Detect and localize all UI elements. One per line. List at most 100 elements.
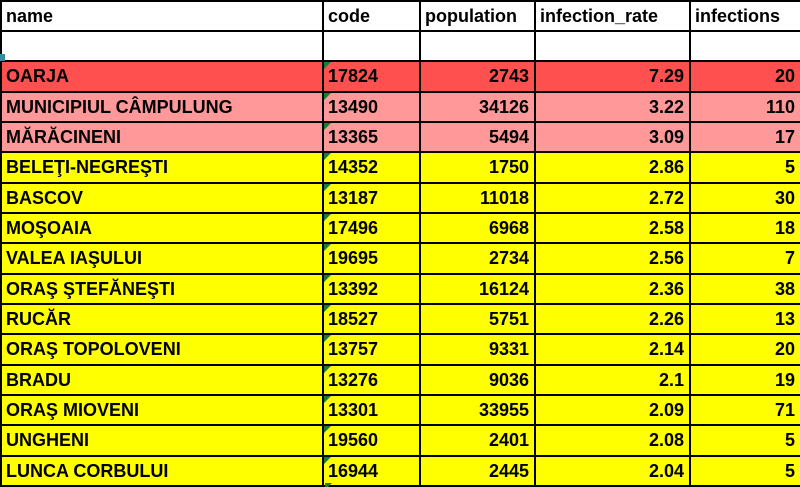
cell-population-text: 5751 <box>488 309 529 330</box>
cell-code[interactable]: 16944 <box>322 454 421 487</box>
cell-code[interactable]: 17496 <box>322 211 421 245</box>
cell-code[interactable]: 13365 <box>322 120 421 154</box>
cell-infection-rate[interactable]: 2.56 <box>534 242 691 275</box>
cell-name-text: OARJA <box>6 66 70 87</box>
cell-infections[interactable]: 5 <box>689 454 800 487</box>
cell-infection-rate[interactable]: 2.14 <box>534 333 691 366</box>
cell-infection-rate[interactable] <box>534 29 691 63</box>
table-row: BRADU 13276 9036 2.1 19 <box>0 363 800 396</box>
cell-infections[interactable] <box>689 29 800 63</box>
cell-name[interactable]: ORAŞ MIOVENI <box>0 393 324 427</box>
cell-name[interactable]: ORAŞ TOPOLOVENI <box>0 333 324 366</box>
cell-infection-rate[interactable]: 2.09 <box>534 393 691 427</box>
cell-infections-text: 38 <box>774 278 795 299</box>
cell-population[interactable]: 6968 <box>419 211 536 245</box>
cell-name[interactable]: MUNICIPIUL CÂMPULUNG <box>0 90 324 123</box>
table-row: MOŞOAIA 17496 6968 2.58 18 <box>0 211 800 245</box>
cell-infection-rate[interactable]: 2.26 <box>534 302 691 336</box>
cell-infections-text: 19 <box>774 369 795 390</box>
cell-code[interactable]: 14352 <box>322 151 421 184</box>
cell-infections[interactable]: 19 <box>689 363 800 396</box>
cell-infections[interactable]: 20 <box>689 60 800 93</box>
cell-infection-rate[interactable]: 2.72 <box>534 181 691 214</box>
fill-handle[interactable] <box>0 54 5 61</box>
cell-infection-rate[interactable]: 2.86 <box>534 151 691 184</box>
cell-infections[interactable]: 7 <box>689 242 800 275</box>
cell-code[interactable]: 13187 <box>322 181 421 214</box>
cell-population[interactable]: 34126 <box>419 90 536 123</box>
cell-population[interactable]: 2445 <box>419 454 536 487</box>
cell-population[interactable]: 5494 <box>419 120 536 154</box>
cell-code[interactable]: 13301 <box>322 393 421 427</box>
cell-name[interactable] <box>0 29 324 63</box>
cell-name[interactable]: BELEŢI-NEGREŞTI <box>0 151 324 184</box>
cell-name[interactable]: RUCĂR <box>0 302 324 336</box>
cell-infections[interactable]: 20 <box>689 333 800 366</box>
cell-code-text: 17496 <box>328 218 379 239</box>
cell-infection-rate[interactable]: 2.58 <box>534 211 691 245</box>
cell-code[interactable]: 19560 <box>322 424 421 457</box>
cell-infections[interactable]: 18 <box>689 211 800 245</box>
cell-infection-rate-text: 2.26 <box>648 309 684 330</box>
column-header-code[interactable]: code <box>322 0 421 32</box>
cell-population-text: 2743 <box>488 66 529 87</box>
table-row: OARJA 17824 2743 7.29 20 <box>0 60 800 93</box>
cell-name[interactable]: MOŞOAIA <box>0 211 324 245</box>
cell-name[interactable]: MĂRĂCINENI <box>0 120 324 154</box>
cell-name[interactable]: VALEA IAŞULUI <box>0 242 324 275</box>
cell-name[interactable]: OARJA <box>0 60 324 93</box>
cell-population[interactable]: 2734 <box>419 242 536 275</box>
cell-population[interactable]: 9331 <box>419 333 536 366</box>
cell-population[interactable] <box>419 29 536 63</box>
cell-population[interactable]: 11018 <box>419 181 536 214</box>
cell-name[interactable]: LUNCA CORBULUI <box>0 454 324 487</box>
cell-infection-rate[interactable]: 2.36 <box>534 272 691 305</box>
cell-code[interactable]: 13392 <box>322 272 421 305</box>
cell-infections[interactable]: 5 <box>689 424 800 457</box>
table-row: ORAŞ MIOVENI 13301 33955 2.09 71 <box>0 393 800 427</box>
cell-infection-rate[interactable]: 2.1 <box>534 363 691 396</box>
cell-population[interactable]: 2401 <box>419 424 536 457</box>
cell-name[interactable]: BRADU <box>0 363 324 396</box>
cell-population[interactable]: 16124 <box>419 272 536 305</box>
cell-infection-rate[interactable]: 3.22 <box>534 90 691 123</box>
cell-infection-rate-text: 2.14 <box>648 339 684 360</box>
column-header-infections[interactable]: infections <box>689 0 800 32</box>
cell-population[interactable]: 2743 <box>419 60 536 93</box>
column-header-name[interactable]: name <box>0 0 324 32</box>
error-indicator-icon <box>325 336 331 343</box>
cell-code[interactable]: 18527 <box>322 302 421 336</box>
cell-population[interactable]: 5751 <box>419 302 536 336</box>
cell-population[interactable]: 9036 <box>419 363 536 396</box>
table-row <box>0 29 800 63</box>
cell-code-text: 13301 <box>328 400 379 421</box>
cell-infections[interactable]: 71 <box>689 393 800 427</box>
cell-infections[interactable]: 5 <box>689 151 800 184</box>
cell-code[interactable]: 13757 <box>322 333 421 366</box>
cell-name[interactable]: BASCOV <box>0 181 324 214</box>
column-header-infection-rate[interactable]: infection_rate <box>534 0 691 32</box>
cell-infection-rate[interactable]: 7.29 <box>534 60 691 93</box>
cell-code[interactable]: 13490 <box>322 90 421 123</box>
cell-name[interactable]: UNGHENI <box>0 424 324 457</box>
cell-infections[interactable]: 38 <box>689 272 800 305</box>
cell-infections[interactable]: 13 <box>689 302 800 336</box>
cell-infection-rate[interactable]: 3.09 <box>534 120 691 154</box>
cell-infections-text: 20 <box>774 339 795 360</box>
cell-infections[interactable]: 17 <box>689 120 800 154</box>
error-indicator-icon <box>325 396 331 403</box>
cell-population-text: 2734 <box>488 248 529 269</box>
cell-infections[interactable]: 30 <box>689 181 800 214</box>
cell-code[interactable]: 13276 <box>322 363 421 396</box>
cell-infections[interactable]: 110 <box>689 90 800 123</box>
cell-code[interactable]: 19695 <box>322 242 421 275</box>
cell-population[interactable]: 1750 <box>419 151 536 184</box>
cell-code[interactable]: 17824 <box>322 60 421 93</box>
cell-infection-rate[interactable]: 2.04 <box>534 454 691 487</box>
cell-population[interactable]: 33955 <box>419 393 536 427</box>
cell-infections-text: 17 <box>774 127 795 148</box>
cell-name[interactable]: ORAŞ ŞTEFĂNEŞTI <box>0 272 324 305</box>
cell-code[interactable] <box>322 29 421 63</box>
column-header-population[interactable]: population <box>419 0 536 32</box>
cell-infection-rate[interactable]: 2.08 <box>534 424 691 457</box>
